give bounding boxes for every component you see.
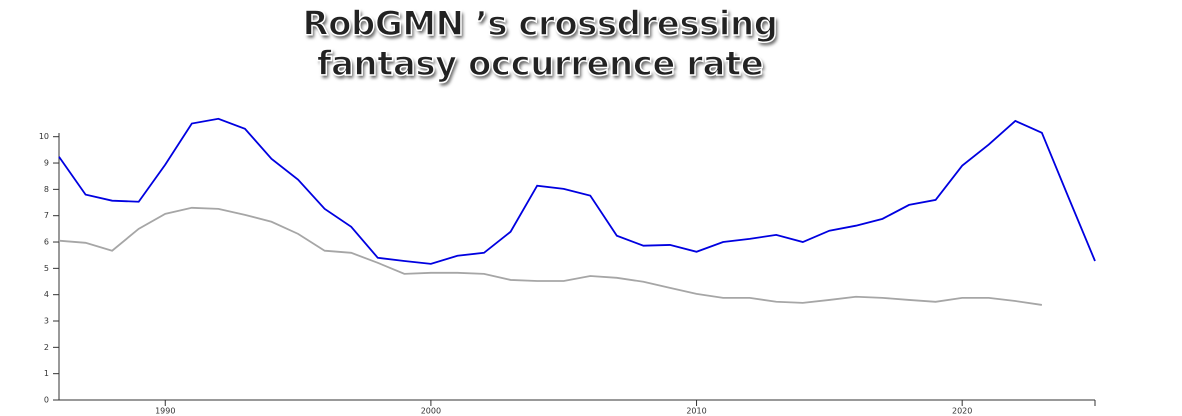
x-tick-label: 2010 <box>686 407 706 416</box>
y-tick-label: 8 <box>44 185 49 194</box>
y-tick-label: 0 <box>44 396 49 405</box>
line-series <box>58 117 1096 265</box>
x-tick-label: 2000 <box>421 407 441 416</box>
y-tick-label: 9 <box>44 159 49 168</box>
y-tick-label: 6 <box>44 238 49 247</box>
y-tick-label: 7 <box>44 211 49 220</box>
y-tick-label: 5 <box>44 264 49 273</box>
line-series <box>58 206 1043 306</box>
y-tick-label: 10 <box>39 132 49 141</box>
y-tick-label: 3 <box>44 317 49 326</box>
y-tick-label: 4 <box>44 290 49 299</box>
x-tick-label: 1990 <box>155 407 175 416</box>
y-tick-label: 2 <box>44 343 49 352</box>
chart-title: RobGMN ’s crossdressing fantasy occurren… <box>302 3 779 85</box>
x-tick-label: 2020 <box>952 407 972 416</box>
y-tick-label: 1 <box>44 369 49 378</box>
